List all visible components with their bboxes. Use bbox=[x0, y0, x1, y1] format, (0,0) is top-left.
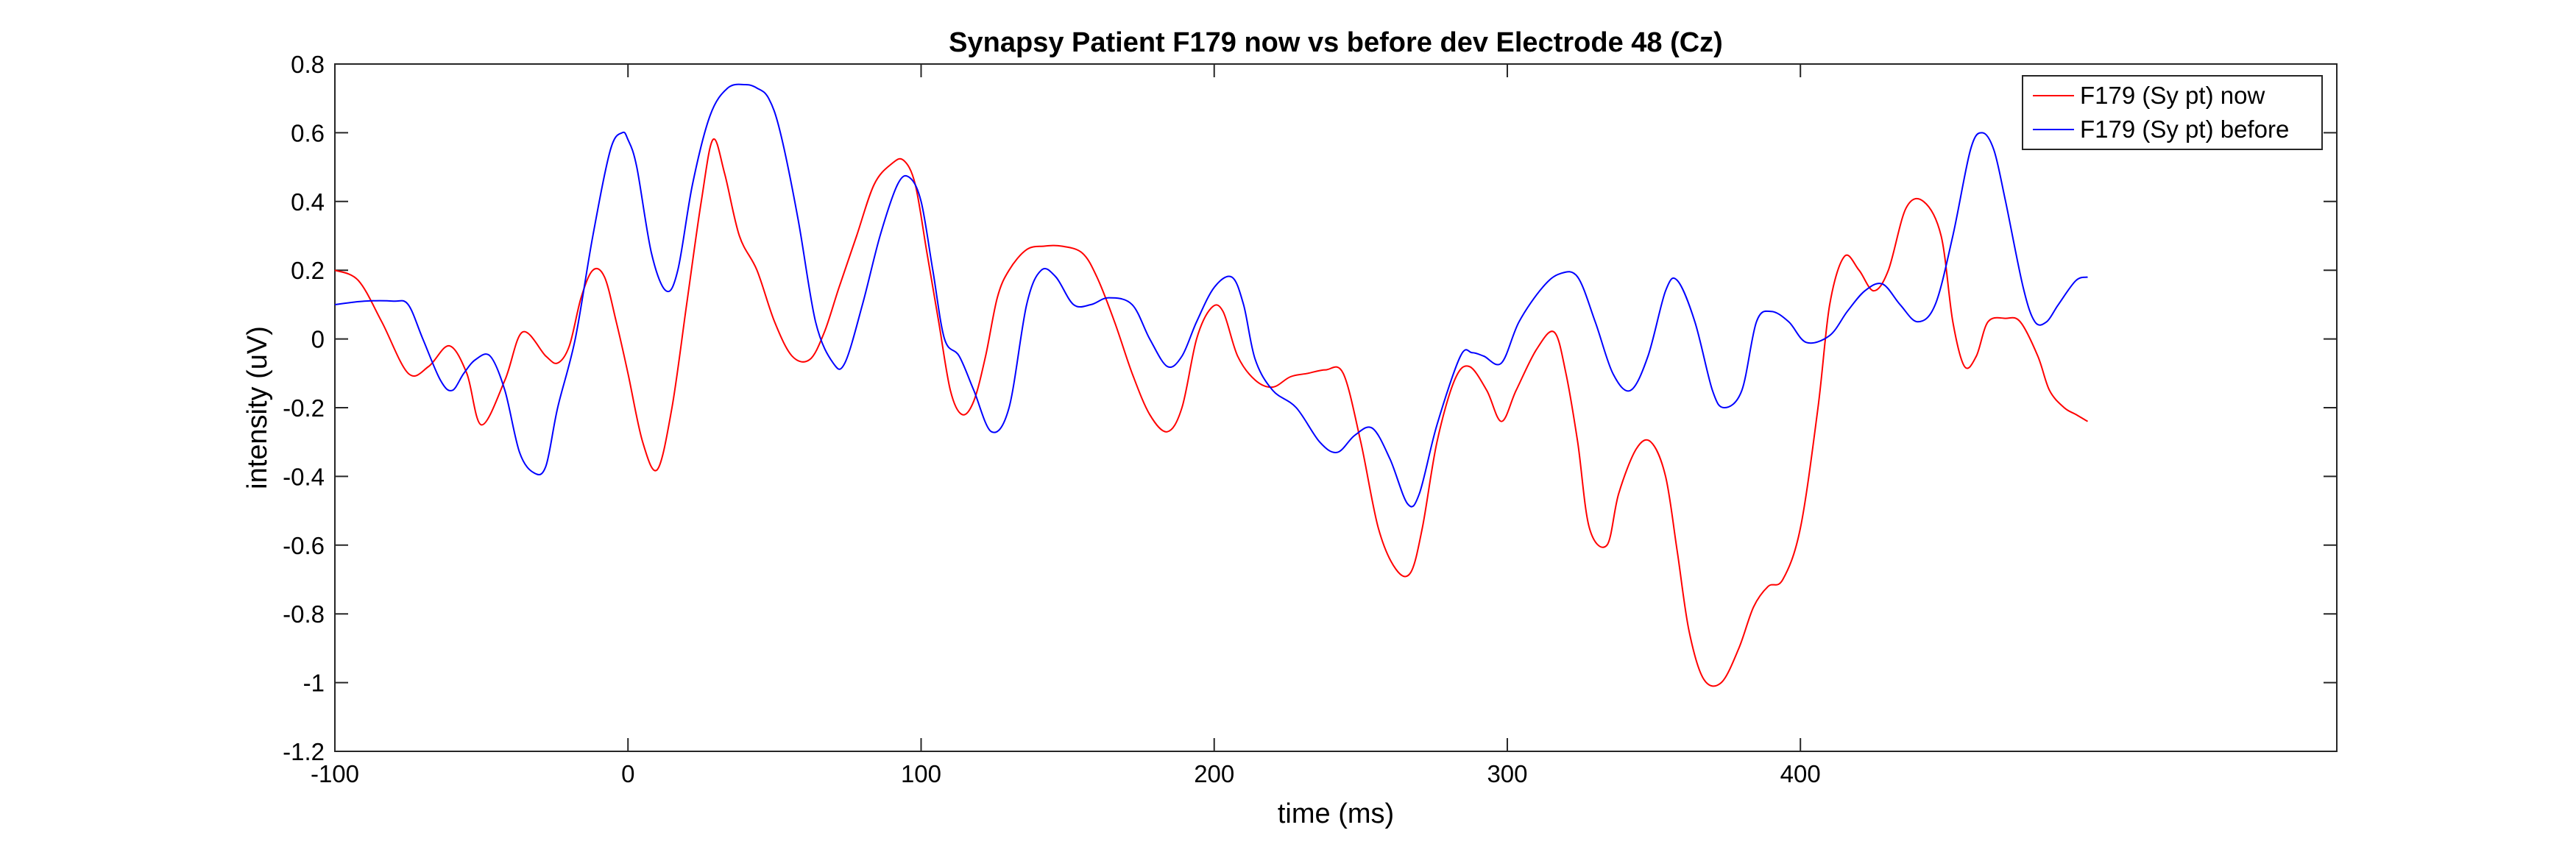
x-tick-label: 100 bbox=[901, 760, 941, 787]
series-layer bbox=[334, 83, 2089, 687]
y-tick-label: -1.2 bbox=[283, 738, 325, 765]
y-tick-label: 0 bbox=[311, 326, 325, 353]
series-line-before bbox=[334, 83, 2088, 508]
x-tick-label: 400 bbox=[1780, 760, 1821, 787]
y-tick-label: 0.4 bbox=[291, 188, 325, 216]
series-line-now bbox=[334, 138, 2089, 687]
y-tick-label: -0.6 bbox=[283, 532, 325, 559]
y-tick-label: -0.4 bbox=[283, 463, 325, 490]
legend-box bbox=[2022, 75, 2323, 150]
y-tick-label: 0.2 bbox=[291, 257, 325, 284]
x-tick-label: 0 bbox=[621, 760, 634, 787]
ticks-layer: -100 0 100 200 300 400 0.8 0.6 0.4 0.2 0 -0.2 -0.4 -0… bbox=[283, 51, 2337, 787]
x-tick-label: 300 bbox=[1487, 760, 1527, 787]
y-axis-title: intensity (uV) bbox=[242, 326, 273, 489]
y-tick-label: -0.8 bbox=[283, 600, 325, 628]
x-tick-label: -100 bbox=[311, 760, 359, 787]
legend-label-now: F179 (Sy pt) now bbox=[2080, 82, 2265, 109]
x-tick-label: 200 bbox=[1194, 760, 1234, 787]
y-tick-label: 0.6 bbox=[291, 119, 325, 146]
legend: F179 (Sy pt) now F179 (Sy pt) before bbox=[2022, 75, 2323, 150]
chart-title: Synapsy Patient F179 now vs before dev E… bbox=[949, 27, 1723, 58]
x-axis-title: time (ms) bbox=[1278, 798, 1394, 829]
plot-area bbox=[334, 63, 2338, 752]
y-tick-label: -0.2 bbox=[283, 394, 325, 422]
y-tick-label: -1 bbox=[303, 670, 325, 697]
legend-label-before: F179 (Sy pt) before bbox=[2080, 116, 2289, 143]
y-tick-label: 0.8 bbox=[291, 51, 325, 78]
